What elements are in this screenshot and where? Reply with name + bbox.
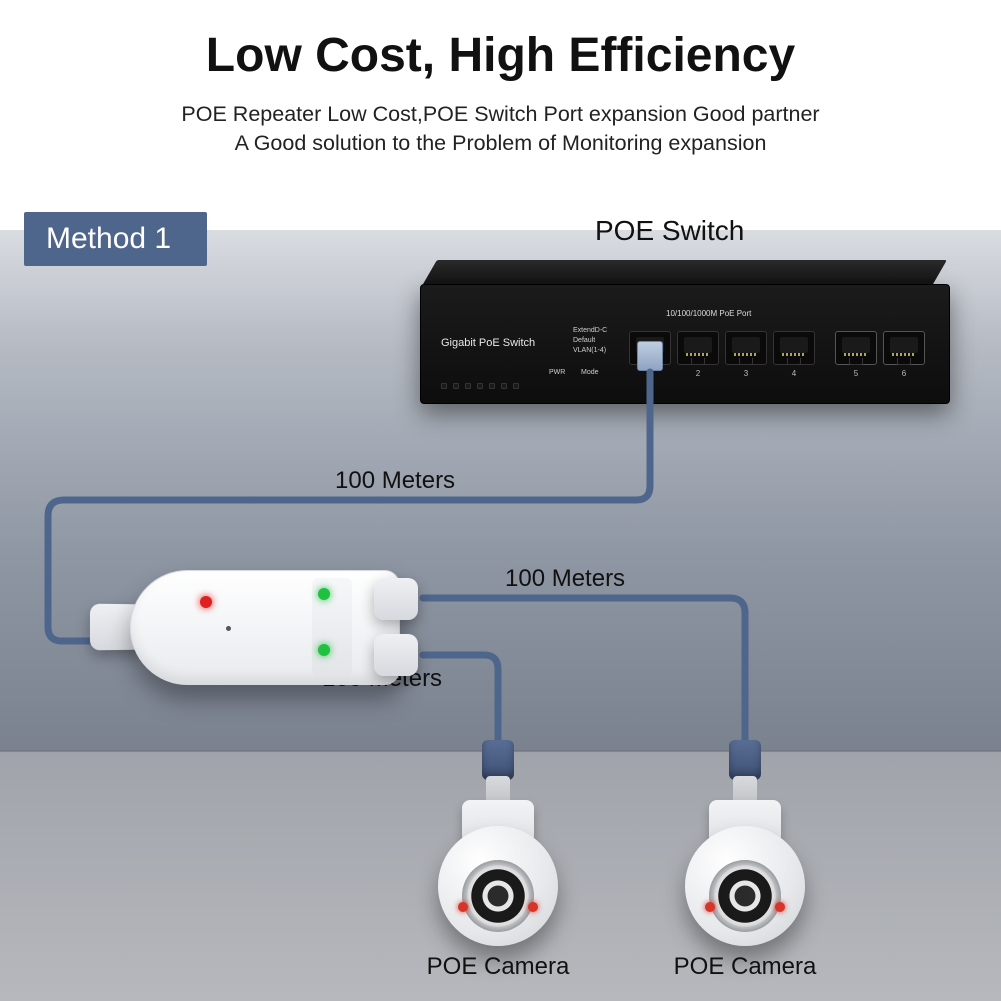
poe-switch-device: Gigabit PoE Switch 10/100/1000M PoE Port… [420, 260, 950, 410]
subtitle-line2: A Good solution to the Problem of Monito… [235, 131, 767, 155]
repeater-output-b [374, 634, 418, 676]
switch-mode-line2: Default [573, 337, 595, 344]
infographic-stage: Low Cost, High Efficiency POE Repeater L… [0, 0, 1001, 1001]
rj45-port-3 [725, 331, 767, 365]
port-label-6: 6 [883, 369, 925, 378]
switch-brand-text: Gigabit PoE Switch [441, 337, 535, 349]
poe-camera-b [675, 800, 815, 940]
repeater-reset-hole [226, 626, 231, 631]
page-subtitle: POE Repeater Low Cost,POE Switch Port ex… [0, 100, 1001, 158]
rj45-port-5 [835, 331, 877, 365]
page-title: Low Cost, High Efficiency [0, 28, 1001, 83]
port-label-2: 2 [677, 369, 719, 378]
repeater-led-link-a [318, 588, 330, 600]
rj45-plug-icon [637, 341, 663, 371]
camera-lens-icon [709, 860, 781, 932]
switch-pwr-label: PWR [549, 369, 565, 376]
rj45-port-6 [883, 331, 925, 365]
distance-label-1: 100 Meters [335, 467, 455, 495]
subtitle-line1: POE Repeater Low Cost,POE Switch Port ex… [181, 102, 819, 126]
switch-mode-line3: VLAN(1-4) [573, 347, 606, 354]
poe-camera-a [428, 800, 568, 940]
port-label-5: 5 [835, 369, 877, 378]
repeater-led-link-b [318, 644, 330, 656]
switch-mode-line1: ExtendD-C [573, 327, 607, 334]
distance-label-2: 100 Meters [505, 565, 625, 593]
switch-mode-label: Mode [581, 369, 599, 376]
switch-led-row [441, 383, 519, 389]
repeater-output-a [374, 578, 418, 620]
camera-a-label: POE Camera [413, 953, 583, 981]
method-badge: Method 1 [24, 212, 207, 266]
camera-lens-icon [462, 860, 534, 932]
switch-label: POE Switch [595, 215, 744, 247]
poe-repeater-device [130, 570, 400, 685]
rj45-port-2 [677, 331, 719, 365]
camera-b-label: POE Camera [660, 953, 830, 981]
port-label-4: 4 [773, 369, 815, 378]
port-label-3: 3 [725, 369, 767, 378]
rj45-port-4 [773, 331, 815, 365]
port-group-label: 10/100/1000M PoE Port [666, 309, 751, 318]
repeater-led-power [200, 596, 212, 608]
